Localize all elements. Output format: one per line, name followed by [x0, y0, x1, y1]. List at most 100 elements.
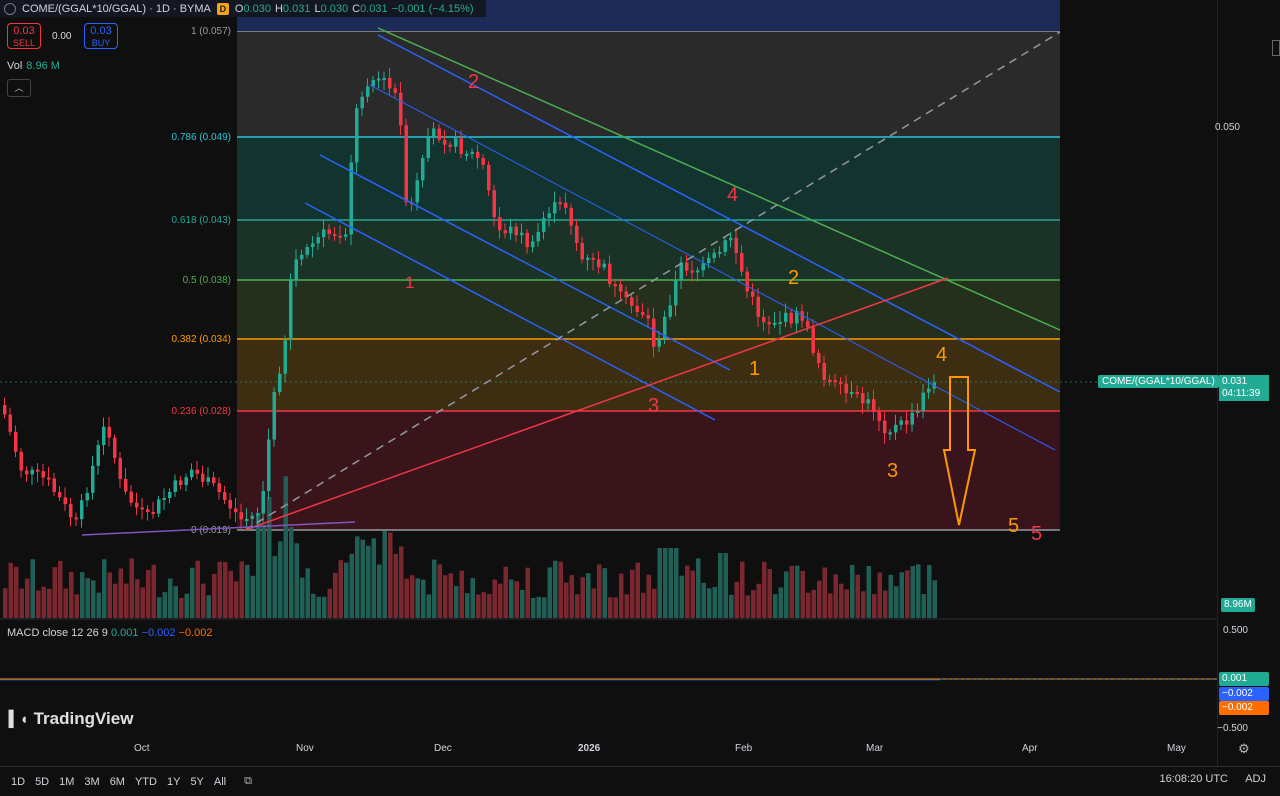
fib-level-label: 0.618 (0.043): [172, 215, 232, 226]
candle-body: [712, 252, 716, 259]
candle-body: [195, 469, 199, 474]
volume-bar: [355, 536, 360, 618]
candle-body: [778, 321, 782, 324]
candle-body: [311, 243, 315, 248]
volume-label: Vol: [7, 60, 23, 72]
fib-level-label: 0.5 (0.038): [183, 275, 231, 286]
range-1d[interactable]: 1D: [11, 775, 26, 788]
candle-body: [52, 478, 56, 492]
candle-body: [767, 322, 771, 325]
volume-bar: [866, 565, 871, 618]
data-badge[interactable]: D: [216, 2, 229, 15]
range-3m[interactable]: 3M: [84, 775, 100, 788]
volume-bar: [916, 564, 921, 618]
trendline-purple: [81, 521, 356, 536]
range-1y[interactable]: 1Y: [166, 775, 181, 788]
candle-body: [140, 507, 144, 510]
candle-body: [503, 230, 507, 234]
volume-bar: [718, 553, 723, 618]
fib-level-label: 1 (0.057): [191, 26, 231, 37]
macd-legend[interactable]: MACD close 12 26 9 0.001 −0.002 −0.002: [7, 627, 213, 639]
candle-body: [168, 491, 172, 499]
volume-bar: [712, 586, 717, 618]
volume-bar: [822, 567, 827, 618]
buy-button[interactable]: 0.03 BUY: [84, 23, 118, 49]
candle-body: [575, 225, 579, 243]
volume-bar: [701, 582, 706, 618]
volume-bar: [487, 593, 492, 618]
candle-body: [382, 77, 386, 80]
fullscreen-edge-icon[interactable]: [1272, 40, 1280, 56]
volume-bar: [888, 574, 893, 618]
volume-bar: [36, 590, 41, 618]
candle-body: [883, 420, 887, 434]
volume-bar: [514, 581, 519, 618]
candle-body: [894, 424, 898, 433]
volume-bar: [789, 566, 794, 618]
candle-body: [245, 518, 249, 521]
date-range-icon[interactable]: ⧉: [244, 775, 252, 787]
candle-body: [877, 412, 881, 421]
candle-body: [228, 499, 232, 509]
volume-bar: [261, 524, 266, 618]
volume-bar: [454, 586, 459, 618]
symbol-header[interactable]: COME/(GGAL*10/GGAL) · 1D · BYMA D O 0.030…: [0, 0, 486, 17]
symbol-title[interactable]: COME/(GGAL*10/GGAL) · 1D · BYMA: [22, 2, 211, 15]
candle-body: [8, 414, 12, 432]
buy-label: BUY: [91, 38, 111, 48]
x-axis-oct: Oct: [134, 743, 150, 754]
wave-red-4: 4: [727, 184, 738, 206]
candle-body: [151, 512, 155, 515]
volume-bar: [833, 574, 838, 618]
range-ytd[interactable]: YTD: [134, 775, 157, 788]
c-value: 0.031: [360, 2, 388, 15]
wave-orange-3: 3: [887, 460, 898, 482]
volume-bar: [289, 527, 294, 618]
gear-icon[interactable]: ⚙: [1238, 741, 1250, 756]
range-5y[interactable]: 5Y: [190, 775, 204, 788]
volume-bar: [195, 560, 200, 618]
range-1m[interactable]: 1M: [59, 775, 75, 788]
volume-bar: [685, 565, 690, 618]
volume-bar: [883, 590, 888, 618]
volume-bar: [102, 559, 107, 618]
adj-toggle[interactable]: ADJ: [1245, 773, 1266, 785]
wave-orange-2: 2: [788, 267, 799, 289]
candle-body: [806, 320, 810, 328]
candle-body: [800, 311, 804, 321]
volume-bar: [113, 583, 118, 618]
tradingview-logo[interactable]: ▍◖ TradingView: [9, 709, 133, 729]
candle-body: [96, 445, 100, 466]
candle-body: [327, 229, 331, 235]
volume-bar: [80, 572, 85, 618]
channel-line-lower: [304, 202, 716, 421]
utc-clock[interactable]: 16:08:20 UTC: [1159, 773, 1228, 785]
volume-bar: [267, 497, 272, 618]
volume-bar: [388, 532, 393, 618]
trendline-dashed: [244, 31, 1061, 531]
volume-legend[interactable]: Vol 8.96 M: [7, 60, 60, 72]
x-axis-mar: Mar: [866, 743, 884, 754]
collapse-legend-button[interactable]: ︿: [7, 79, 31, 97]
range-5d[interactable]: 5D: [35, 775, 50, 788]
wave-red-2: 2: [468, 71, 479, 93]
volume-tag: 8.96M: [1221, 598, 1255, 612]
volume-bar: [404, 578, 409, 618]
volume-bar: [184, 593, 189, 618]
volume-bar: [751, 590, 756, 618]
candle-body: [641, 312, 645, 315]
change-value: −0.001 (−4.15%): [391, 2, 474, 15]
volume-bar: [212, 573, 217, 618]
price-chart[interactable]: 1 (0.057) 0.786 (0.049) 0.618 (0.043) 0.5 (…: [0, 0, 1217, 766]
range-all[interactable]: All: [213, 775, 227, 788]
volume-bar: [63, 588, 68, 618]
macd-axis-top: 0.500: [1222, 625, 1248, 636]
volume-bar: [503, 566, 508, 618]
volume-bar: [311, 593, 316, 618]
volume-bar: [734, 581, 739, 618]
sell-button[interactable]: 0.03 SELL: [7, 23, 41, 49]
range-6m[interactable]: 6M: [109, 775, 125, 788]
wave-red-5: 5: [1031, 523, 1042, 545]
wave-red-3: 3: [648, 395, 659, 417]
